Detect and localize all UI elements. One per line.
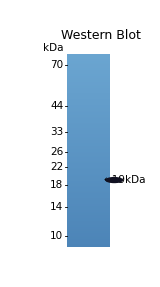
Text: 14: 14 bbox=[50, 202, 63, 212]
Text: Western Blot: Western Blot bbox=[61, 29, 140, 42]
Text: kDa: kDa bbox=[43, 43, 63, 53]
Text: 10: 10 bbox=[50, 232, 63, 241]
Text: 18: 18 bbox=[50, 180, 63, 190]
Text: 70: 70 bbox=[50, 61, 63, 70]
Text: 44: 44 bbox=[50, 101, 63, 111]
Ellipse shape bbox=[106, 178, 122, 183]
Text: 22: 22 bbox=[50, 162, 63, 172]
Text: ←19kDa: ←19kDa bbox=[104, 175, 147, 185]
Text: 33: 33 bbox=[50, 127, 63, 137]
Text: 26: 26 bbox=[50, 148, 63, 158]
